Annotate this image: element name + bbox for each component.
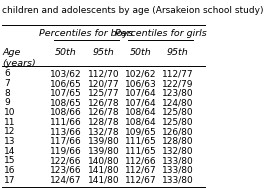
Text: 126/78: 126/78: [88, 108, 119, 117]
Text: 128/78: 128/78: [88, 118, 119, 127]
Text: 9: 9: [4, 98, 10, 107]
Text: 128/80: 128/80: [162, 137, 194, 146]
Text: 7: 7: [4, 79, 10, 88]
Text: 125/80: 125/80: [162, 118, 194, 127]
Text: 50th: 50th: [130, 48, 152, 57]
Text: 112/67: 112/67: [125, 166, 156, 175]
Text: 133/80: 133/80: [162, 166, 194, 175]
Text: 139/80: 139/80: [87, 137, 119, 146]
Text: 95th: 95th: [167, 48, 189, 57]
Text: 95th: 95th: [92, 48, 114, 57]
Text: 108/64: 108/64: [125, 118, 156, 127]
Text: 111/66: 111/66: [50, 118, 82, 127]
Text: 123/80: 123/80: [162, 89, 194, 98]
Text: 111/65: 111/65: [125, 137, 157, 146]
Text: 103/62: 103/62: [50, 69, 82, 78]
Text: 108/65: 108/65: [50, 98, 82, 107]
Text: 8: 8: [4, 89, 10, 98]
Text: 141/80: 141/80: [88, 176, 119, 184]
Text: 107/64: 107/64: [125, 89, 156, 98]
Text: 125/80: 125/80: [162, 108, 194, 117]
Text: Percentiles for girls: Percentiles for girls: [115, 29, 207, 38]
Text: 122/66: 122/66: [50, 156, 82, 165]
Text: 15: 15: [4, 156, 16, 165]
Text: 125/77: 125/77: [88, 89, 119, 98]
Text: 107/64: 107/64: [125, 98, 156, 107]
Text: 126/80: 126/80: [162, 127, 194, 136]
Text: 50th: 50th: [55, 48, 77, 57]
Text: 140/80: 140/80: [88, 156, 119, 165]
Text: children and adolescents by age (Arsakeion school study): children and adolescents by age (Arsakei…: [2, 6, 264, 15]
Text: 14: 14: [4, 146, 16, 156]
Text: 17: 17: [4, 176, 16, 184]
Text: 141/80: 141/80: [88, 166, 119, 175]
Text: 106/65: 106/65: [50, 79, 82, 88]
Text: 111/65: 111/65: [125, 146, 157, 156]
Text: 107/65: 107/65: [50, 89, 82, 98]
Text: 102/62: 102/62: [125, 69, 156, 78]
Text: 124/67: 124/67: [50, 176, 82, 184]
Text: 113/66: 113/66: [50, 127, 82, 136]
Text: 6: 6: [4, 69, 10, 78]
Text: Percentiles for boys: Percentiles for boys: [39, 29, 133, 38]
Text: Age
(years): Age (years): [2, 48, 36, 68]
Text: 109/65: 109/65: [125, 127, 157, 136]
Text: 108/66: 108/66: [50, 108, 82, 117]
Text: 120/77: 120/77: [88, 79, 119, 88]
Text: 112/70: 112/70: [88, 69, 119, 78]
Text: 106/63: 106/63: [125, 79, 157, 88]
Text: 16: 16: [4, 166, 16, 175]
Text: 132/80: 132/80: [162, 146, 194, 156]
Text: 122/79: 122/79: [162, 79, 194, 88]
Text: 117/66: 117/66: [50, 137, 82, 146]
Text: 11: 11: [4, 118, 16, 127]
Text: 119/66: 119/66: [50, 146, 82, 156]
Text: 112/77: 112/77: [162, 69, 194, 78]
Text: 132/78: 132/78: [88, 127, 119, 136]
Text: 10: 10: [4, 108, 16, 117]
Text: 108/64: 108/64: [125, 108, 156, 117]
Text: 124/80: 124/80: [162, 98, 194, 107]
Text: 123/66: 123/66: [50, 166, 82, 175]
Text: 112/66: 112/66: [125, 156, 156, 165]
Text: 133/80: 133/80: [162, 156, 194, 165]
Text: 112/67: 112/67: [125, 176, 156, 184]
Text: 133/80: 133/80: [162, 176, 194, 184]
Text: 12: 12: [4, 127, 16, 136]
Text: 13: 13: [4, 137, 16, 146]
Text: 126/78: 126/78: [88, 98, 119, 107]
Text: 139/80: 139/80: [87, 146, 119, 156]
